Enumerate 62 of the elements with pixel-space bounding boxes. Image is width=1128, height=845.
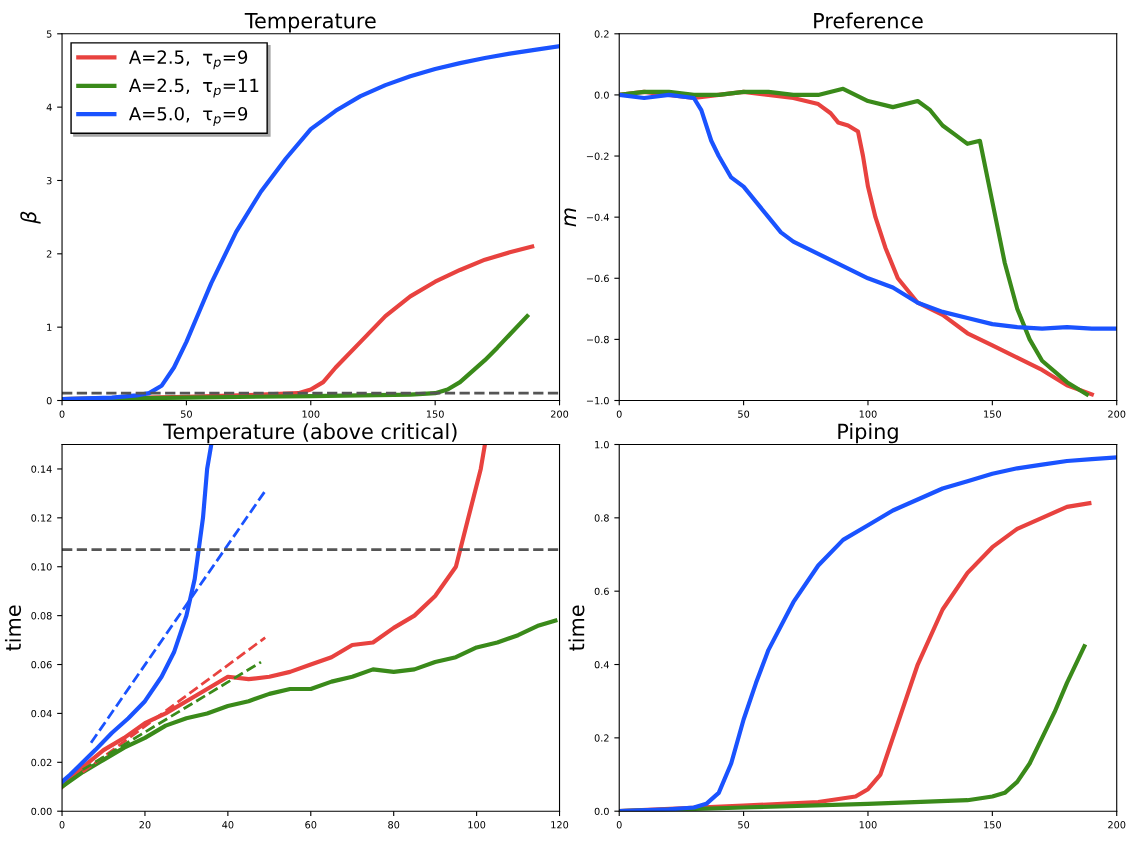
legend-label: A=2.5, τ$_{p}$=9: [128, 50, 248, 70]
chart-title: Temperature (above critical): [163, 423, 457, 444]
y-tick-label: −0.6: [586, 274, 609, 283]
line-series: [62, 618, 558, 789]
x-tick-label: 0: [616, 821, 622, 829]
y-tick-label: 0.08: [31, 612, 52, 620]
x-tick-label: 0: [59, 410, 65, 418]
y-tick-label: 0.6: [594, 587, 609, 596]
x-tick-label: 100: [859, 821, 877, 829]
x-tick-label: 150: [984, 821, 1001, 829]
legend-label: A=2.5, τ$_{p}$=11: [128, 78, 259, 98]
x-tick-label: 50: [738, 410, 750, 418]
x-tick-label: 100: [302, 410, 320, 418]
x-tick-label: 200: [1108, 410, 1126, 418]
y-tick-label: 4: [46, 103, 52, 111]
x-tick-label: 150: [426, 410, 444, 418]
x-tick-label: 150: [984, 410, 1001, 418]
y-axis-title: time: [568, 605, 585, 651]
x-tick-label: 80: [388, 821, 400, 829]
y-tick-label: −0.4: [586, 213, 609, 221]
x-tick-label: 40: [222, 821, 234, 829]
x-tick-label: 200: [1108, 821, 1126, 829]
x-tick-label: 20: [139, 821, 151, 829]
x-tick-label: 50: [180, 410, 192, 418]
y-tick-label: −1.0: [586, 396, 609, 405]
y-tick-label: 0.0: [594, 807, 609, 816]
y-tick-label: 5: [46, 30, 52, 38]
y-axis-title: time: [4, 605, 22, 651]
y-tick-label: 0.00: [31, 807, 52, 816]
y-axis-title: β: [20, 211, 41, 224]
y-tick-label: 0: [46, 396, 52, 405]
y-tick-label: 0.06: [31, 661, 52, 669]
y-tick-label: 0.0: [594, 91, 609, 99]
legend-label: A=5.0, τ$_{p}$=9: [128, 106, 248, 126]
x-tick-label: 100: [468, 821, 486, 829]
line-series: [619, 92, 1117, 331]
chart-title: Piping: [838, 423, 898, 444]
x-tick-label: 0: [59, 821, 65, 829]
y-tick-label: −0.8: [586, 335, 609, 344]
x-tick-label: 200: [550, 410, 569, 418]
y-tick-label: 0.04: [31, 709, 52, 718]
y-tick-label: 0.8: [594, 514, 609, 522]
y-tick-label: 0.2: [594, 30, 609, 38]
x-tick-label: 50: [738, 821, 750, 829]
y-tick-label: −0.2: [586, 152, 609, 160]
y-tick-label: 0.02: [31, 758, 52, 767]
chart-title: Temperature: [244, 13, 376, 33]
y-tick-label: 0.2: [594, 734, 609, 742]
y-axis-title: m: [564, 208, 577, 227]
x-tick-label: 0: [616, 410, 622, 418]
y-tick-label: 2: [46, 250, 52, 258]
y-tick-label: 1: [47, 323, 52, 331]
y-tick-label: 0.10: [31, 563, 52, 571]
x-tick-label: 100: [859, 410, 877, 418]
x-tick-label: 120: [551, 821, 569, 829]
chart-title: Preference: [814, 12, 923, 29]
y-tick-label: 1.0: [595, 440, 609, 449]
x-tick-label: 60: [305, 821, 317, 829]
y-tick-label: 0.14: [31, 465, 52, 473]
y-tick-label: 0.4: [594, 661, 609, 669]
y-tick-label: 0.12: [31, 514, 52, 522]
y-tick-label: 3: [46, 176, 52, 185]
